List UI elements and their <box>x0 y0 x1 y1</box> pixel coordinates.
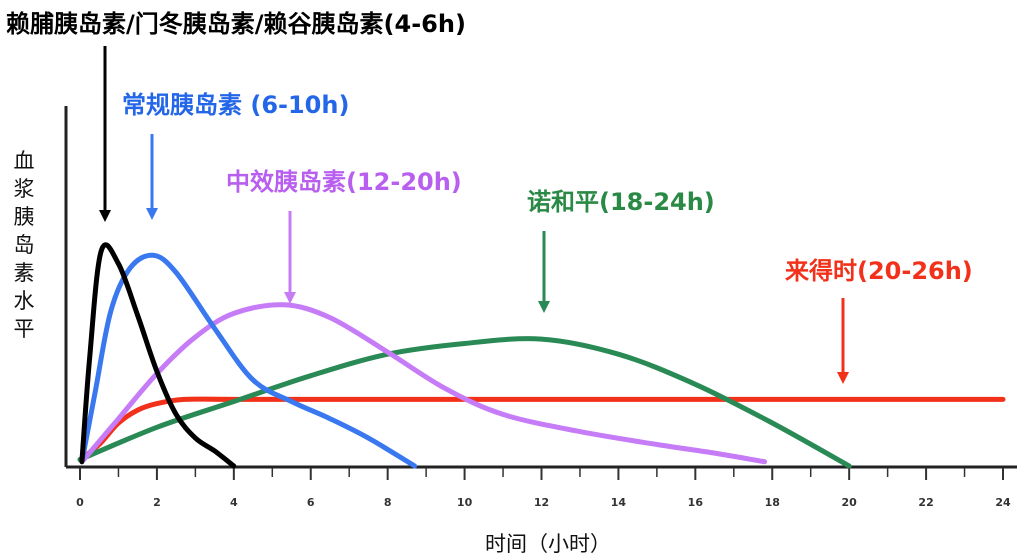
y-axis-title-char: 岛 <box>14 233 35 257</box>
x-tick-label: 18 <box>765 496 780 509</box>
y-axis-title-char: 水 <box>14 289 35 313</box>
x-tick-label: 0 <box>76 496 84 509</box>
annotation-arrow-0 <box>99 46 111 222</box>
x-tick-label: 6 <box>307 496 315 509</box>
x-tick-label: 16 <box>688 496 704 509</box>
annotation-arrow-2 <box>284 211 296 304</box>
y-axis-title-char: 血 <box>14 149 35 173</box>
y-axis-title-char: 浆 <box>14 177 35 201</box>
y-axis-title-char: 平 <box>14 317 35 341</box>
x-tick-label: 22 <box>918 496 933 509</box>
series-line-0 <box>79 242 237 469</box>
series-label-1: 常规胰岛素 (6-10h) <box>122 91 349 119</box>
series-label-0: 赖脯胰岛素/门冬胰岛素/赖谷胰岛素(4-6h) <box>6 10 466 38</box>
x-tick-label: 4 <box>230 496 238 509</box>
series-line-2 <box>81 302 768 465</box>
x-axis-title: 时间（小时） <box>485 532 611 556</box>
x-tick-label: 12 <box>534 496 549 509</box>
y-axis-title-char: 素 <box>14 261 35 285</box>
series-line-1 <box>79 252 418 469</box>
series-line-4 <box>77 396 1006 463</box>
axes <box>64 106 1017 469</box>
series-label-3: 诺和平(18-24h) <box>527 188 715 216</box>
annotation-arrows <box>99 46 849 384</box>
x-tick-label: 24 <box>995 496 1011 509</box>
annotation-arrow-3 <box>538 231 550 313</box>
x-tick-label: 14 <box>611 496 627 509</box>
annotation-arrow-1 <box>146 134 158 220</box>
series-line-3 <box>77 336 852 469</box>
series-label-4: 来得时(20-26h) <box>785 257 973 285</box>
annotation-arrow-4 <box>837 298 849 384</box>
annotation-labels: 赖脯胰岛素/门冬胰岛素/赖谷胰岛素(4-6h) 常规胰岛素 (6-10h) 中效胰岛… <box>6 10 973 285</box>
x-axis-ticks: 0 2 4 6 8 10 12 14 16 18 20 22 24 <box>76 468 1011 509</box>
x-tick-label: 20 <box>842 496 858 509</box>
x-tick-label: 10 <box>457 496 473 509</box>
x-tick-label: 2 <box>153 496 161 509</box>
x-tick-label: 8 <box>384 496 392 509</box>
y-axis-title-char: 胰 <box>14 205 35 229</box>
series-label-2: 中效胰岛素(12-20h) <box>226 168 462 196</box>
series-lines <box>77 242 1006 469</box>
